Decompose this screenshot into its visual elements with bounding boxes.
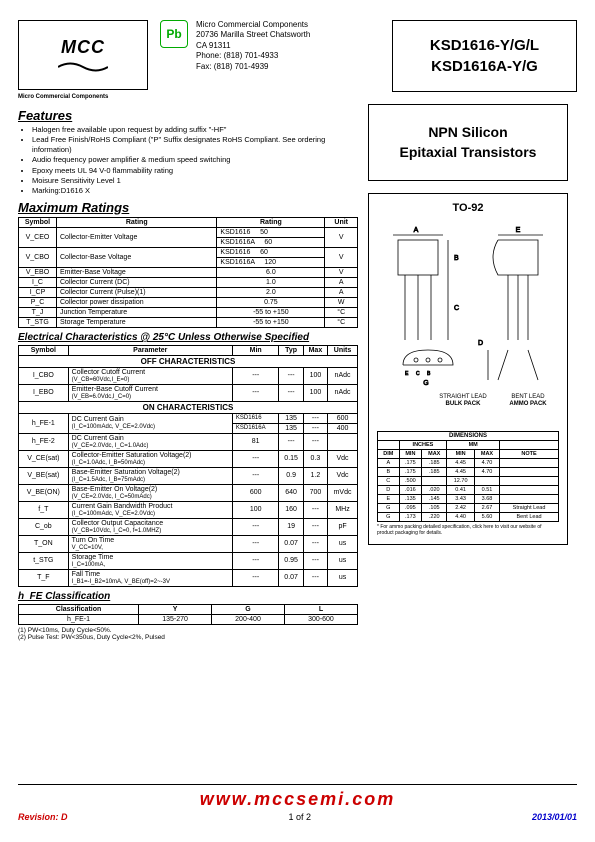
desc-line2: Epitaxial Transistors [377, 143, 559, 163]
feature-item: Epoxy meets UL 94 V-0 flammability ratin… [32, 166, 358, 176]
company-addr2: CA 91311 [196, 41, 384, 51]
svg-text:G: G [423, 380, 428, 387]
bulk-pack-label: BULK PACK [446, 401, 482, 407]
rohs-icon: Pb [160, 20, 188, 48]
company-name: Micro Commercial Components [196, 20, 384, 30]
company-phone: Phone: (818) 701-4933 [196, 51, 384, 61]
left-column: Features Halogen free available upon req… [18, 104, 358, 641]
logo-subtitle: Micro Commercial Components [18, 94, 577, 100]
classification-table: ClassificationYGLh_FE-1135-270200-400300… [18, 604, 358, 625]
features-title: Features [18, 108, 358, 123]
features-list: Halogen free available upon request by a… [18, 125, 358, 196]
desc-line1: NPN Silicon [377, 123, 559, 143]
max-ratings-title: Maximum Ratings [18, 200, 358, 215]
company-addr1: 20736 Marilla Street Chatsworth [196, 30, 384, 40]
part1: KSD1616-Y/G/L [401, 37, 568, 54]
svg-text:B: B [454, 255, 459, 262]
feature-item: Lead Free Finish/RoHS Compliant ("P" Suf… [32, 135, 358, 155]
svg-text:C: C [416, 371, 420, 377]
package-box: TO-92 A E B C D E C B G [368, 193, 568, 545]
logo-wave-icon [58, 60, 108, 74]
feature-item: Moisure Sensitivity Level 1 [32, 176, 358, 186]
svg-text:E: E [516, 227, 521, 234]
svg-text:D: D [478, 340, 483, 347]
ammo-pack-label: AMMO PACK [509, 401, 547, 407]
svg-text:C: C [454, 305, 459, 312]
logo-box: MCC [18, 20, 148, 90]
feature-item: Audio frequency power amplifier & medium… [32, 155, 358, 165]
elec-table: SymbolParameterMinTypMaxUnitsOFF CHARACT… [18, 345, 358, 587]
package-diagram: A E B C D ECB G STRAIGHT LEAD BULK PACK … [377, 220, 559, 420]
page-num: 1 of 2 [288, 812, 311, 822]
class-title: h_FE Classification [18, 591, 358, 602]
logo-text: MCC [61, 37, 105, 58]
dim-note: * For ammo packing detailed specificatio… [377, 524, 559, 536]
feature-item: Halogen free available upon request by a… [32, 125, 358, 135]
header-row: MCC Pb Micro Commercial Components 20736… [18, 20, 577, 92]
part2: KSD1616A-Y/G [401, 58, 568, 75]
right-column: NPN Silicon Epitaxial Transistors TO-92 … [368, 104, 568, 641]
company-fax: Fax: (818) 701-4939 [196, 62, 384, 72]
package-title: TO-92 [377, 202, 559, 214]
feature-item: Marking:D1616 X [32, 186, 358, 196]
company-info: Micro Commercial Components 20736 Marill… [196, 20, 384, 92]
footer: www.mccsemi.com Revision: D 1 of 2 2013/… [18, 784, 577, 822]
footer-url: www.mccsemi.com [18, 789, 577, 810]
note2: (2) Pulse Test: PW<350us, Duty Cycle<2%,… [18, 634, 358, 641]
max-ratings-table: SymbolRatingRatingUnitV_CEOCollector-Emi… [18, 217, 358, 328]
straight-lead-label: STRAIGHT LEAD [439, 394, 487, 400]
dimensions-table: DIMENSIONSINCHESMMDIMMINMAXMINMAXNOTEA.1… [377, 431, 559, 522]
date: 2013/01/01 [532, 812, 577, 822]
svg-text:A: A [414, 227, 419, 234]
revision: Revision: D [18, 812, 68, 822]
note1: (1) PW<10ms, Duty Cycle<50%. [18, 627, 358, 634]
description-box: NPN Silicon Epitaxial Transistors [368, 104, 568, 181]
svg-text:B: B [427, 371, 431, 377]
part-number-box: KSD1616-Y/G/L KSD1616A-Y/G [392, 20, 577, 92]
notes: (1) PW<10ms, Duty Cycle<50%. (2) Pulse T… [18, 627, 358, 641]
elec-title: Electrical Characteristics @ 25°C Unless… [18, 332, 358, 343]
svg-text:E: E [405, 371, 409, 377]
bent-lead-label: BENT LEAD [511, 394, 545, 400]
